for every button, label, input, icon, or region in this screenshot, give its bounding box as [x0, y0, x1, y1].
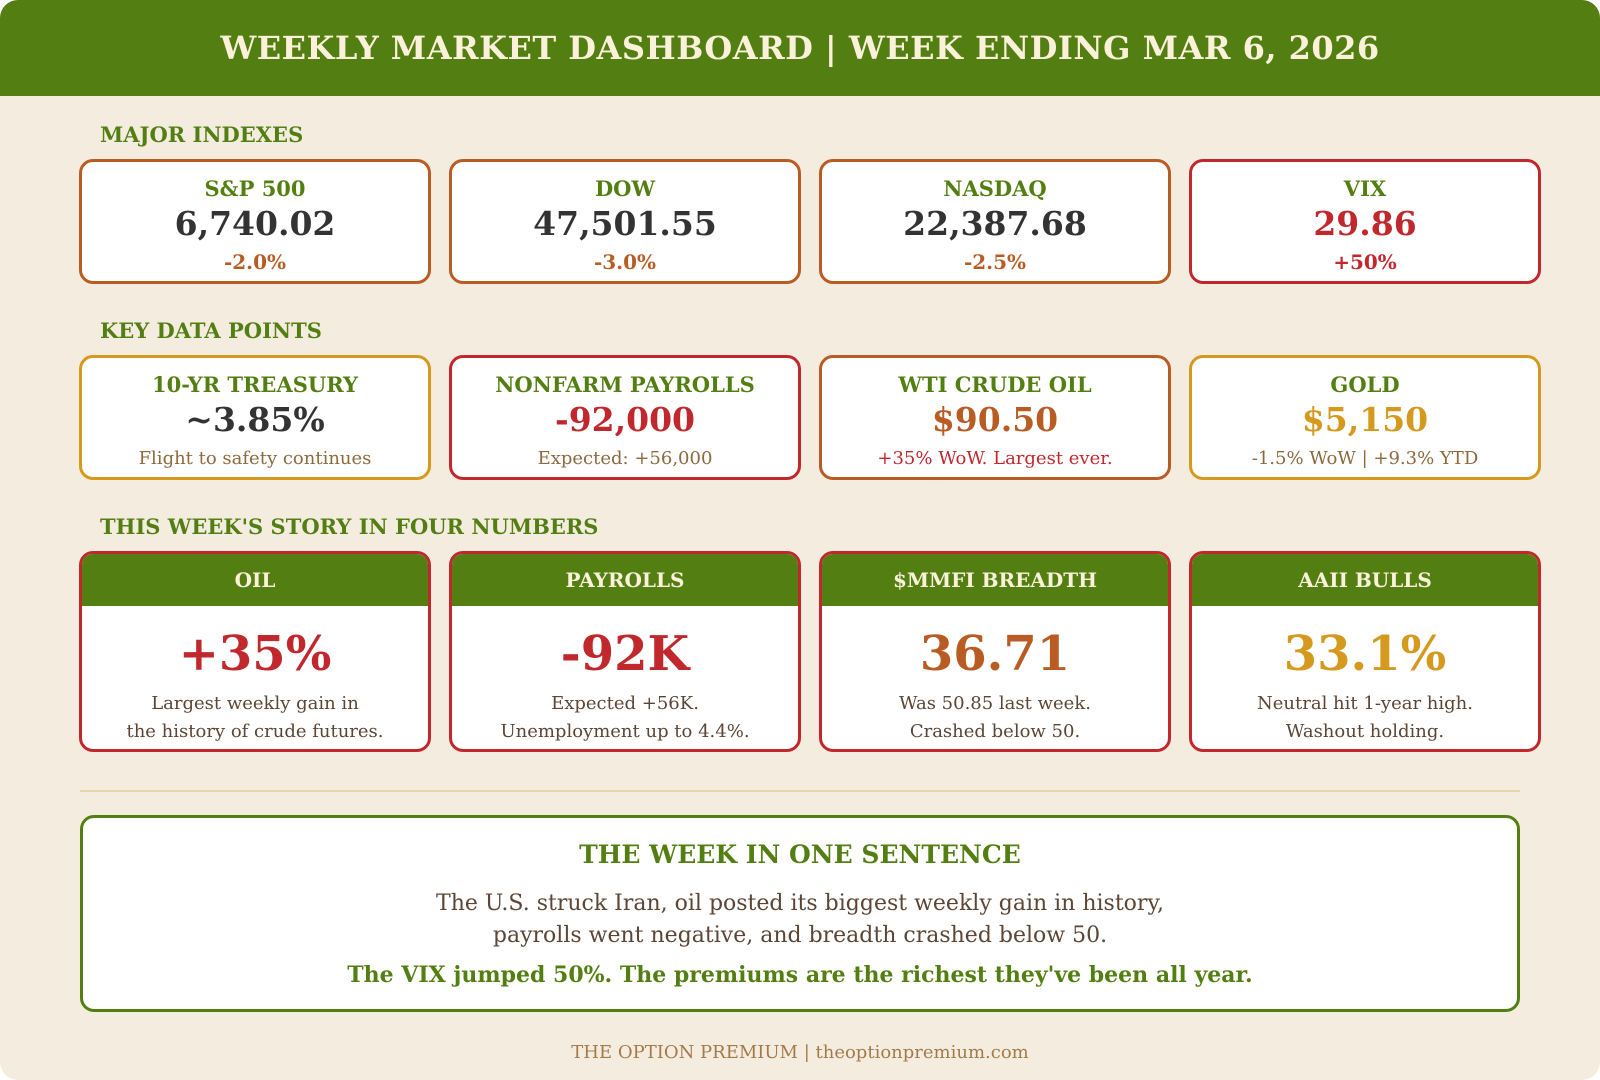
data-value: ~3.85%: [185, 400, 325, 439]
summary-line: payrolls went negative, and breadth cras…: [492, 923, 1108, 948]
index-change: -2.0%: [223, 250, 287, 274]
index-label: DOW: [594, 176, 656, 201]
index-label: S&P 500: [204, 176, 306, 201]
data-label: NONFARM PAYROLLS: [495, 372, 755, 397]
data-value: $5,150: [1301, 400, 1429, 439]
index-card-sp500: S&P 500 6,740.02 -2.0%: [79, 159, 431, 284]
data-note: -1.5% WoW | +9.3% YTD: [1251, 448, 1479, 469]
story-value: 36.71: [919, 626, 1071, 682]
story-label: PAYROLLS: [452, 554, 798, 606]
data-card-crude-oil: WTI CRUDE OIL $90.50 +35% WoW. Largest e…: [819, 355, 1171, 480]
data-note: +35% WoW. Largest ever.: [877, 448, 1113, 469]
story-card-oil: OIL +35% Largest weekly gain in the hist…: [79, 551, 431, 752]
section-title-story: THIS WEEK'S STORY IN FOUR NUMBERS: [100, 514, 599, 539]
story-value: 33.1%: [1283, 626, 1447, 682]
section-title-data-points: KEY DATA POINTS: [100, 318, 322, 343]
index-value: 47,501.55: [533, 204, 717, 243]
story-line: Was 50.85 last week.: [899, 693, 1091, 714]
index-value: 22,387.68: [903, 204, 1087, 243]
index-label: VIX: [1343, 176, 1387, 201]
story-line: Unemployment up to 4.4%.: [500, 721, 750, 742]
data-label: WTI CRUDE OIL: [898, 372, 1092, 397]
data-value: -92,000: [555, 400, 695, 439]
index-value: 6,740.02: [174, 204, 336, 243]
data-card-payrolls: NONFARM PAYROLLS -92,000 Expected: +56,0…: [449, 355, 801, 480]
story-card-aaii-bulls: AAII BULLS 33.1% Neutral hit 1-year high…: [1189, 551, 1541, 752]
story-line: Neutral hit 1-year high.: [1257, 693, 1473, 714]
data-card-gold: GOLD $5,150 -1.5% WoW | +9.3% YTD: [1189, 355, 1541, 480]
story-line: the history of crude futures.: [126, 721, 384, 742]
story-description: Expected +56K. Unemployment up to 4.4%.: [452, 690, 798, 746]
data-note: Flight to safety continues: [138, 448, 372, 469]
story-line: Expected +56K.: [551, 693, 699, 714]
story-value: -92K: [560, 626, 690, 682]
index-change: -2.5%: [963, 250, 1027, 274]
index-change: +50%: [1333, 250, 1397, 274]
story-label: $MMFI BREADTH: [822, 554, 1168, 606]
story-line: Washout holding.: [1285, 721, 1445, 742]
story-card-breadth: $MMFI BREADTH 36.71 Was 50.85 last week.…: [819, 551, 1171, 752]
section-title-indexes: MAJOR INDEXES: [100, 122, 304, 147]
index-change: -3.0%: [593, 250, 657, 274]
index-card-dow: DOW 47,501.55 -3.0%: [449, 159, 801, 284]
summary-body: The U.S. struck Iran, oil posted its big…: [83, 888, 1517, 952]
dashboard-header: WEEKLY MARKET DASHBOARD | WEEK ENDING MA…: [0, 0, 1600, 96]
story-label: AAII BULLS: [1192, 554, 1538, 606]
data-label: GOLD: [1330, 372, 1400, 397]
dashboard-title: WEEKLY MARKET DASHBOARD | WEEK ENDING MA…: [220, 29, 1380, 67]
story-description: Was 50.85 last week. Crashed below 50.: [822, 690, 1168, 746]
section-divider: [80, 790, 1520, 792]
story-line: Largest weekly gain in: [151, 693, 359, 714]
summary-title: THE WEEK IN ONE SENTENCE: [579, 840, 1021, 869]
summary-line: The U.S. struck Iran, oil posted its big…: [436, 891, 1164, 916]
index-card-nasdaq: NASDAQ 22,387.68 -2.5%: [819, 159, 1171, 284]
data-card-treasury: 10-YR TREASURY ~3.85% Flight to safety c…: [79, 355, 431, 480]
footer-credit: THE OPTION PREMIUM | theoptionpremium.co…: [571, 1042, 1029, 1063]
summary-punchline: The VIX jumped 50%. The premiums are the…: [347, 962, 1253, 988]
data-label: 10-YR TREASURY: [151, 372, 359, 397]
index-label: NASDAQ: [943, 176, 1047, 201]
story-label: OIL: [82, 554, 428, 606]
story-line: Crashed below 50.: [909, 721, 1081, 742]
index-card-vix: VIX 29.86 +50%: [1189, 159, 1541, 284]
index-value: 29.86: [1313, 204, 1417, 243]
story-value: +35%: [178, 626, 332, 682]
story-description: Largest weekly gain in the history of cr…: [82, 690, 428, 746]
data-note: Expected: +56,000: [537, 448, 713, 469]
story-card-payrolls: PAYROLLS -92K Expected +56K. Unemploymen…: [449, 551, 801, 752]
summary-box: THE WEEK IN ONE SENTENCE The U.S. struck…: [80, 815, 1520, 1012]
story-description: Neutral hit 1-year high. Washout holding…: [1192, 690, 1538, 746]
data-value: $90.50: [931, 400, 1059, 439]
